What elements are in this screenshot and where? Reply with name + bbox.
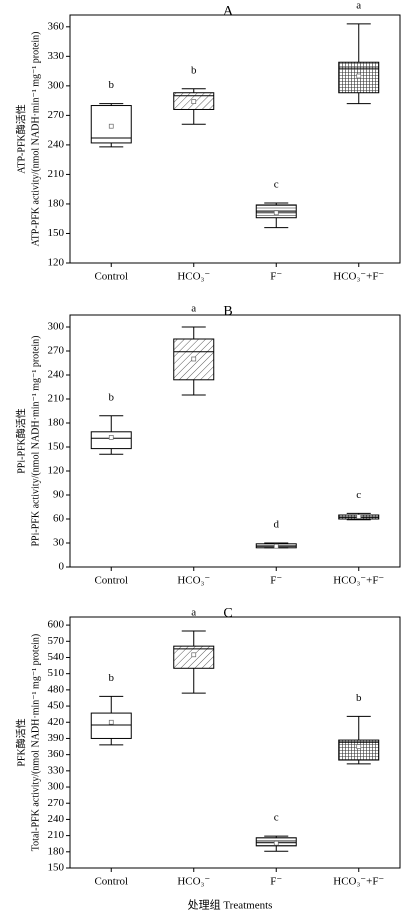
significance-letter: d [274,519,280,531]
y-tick-label: 60 [53,513,65,525]
y-tick-label: 180 [48,197,65,209]
y-tick-label: 270 [48,797,65,809]
y-tick-label: 480 [48,683,65,695]
y-tick-label: 240 [48,813,65,825]
mean [108,719,114,725]
significance-letter: b [109,672,115,684]
x-tick-label: HCO₃⁻ [177,575,210,587]
y-tick-label: 270 [48,345,65,357]
box [90,431,132,450]
y-tick-label: 360 [48,20,65,32]
significance-letter: b [109,79,115,91]
mean [273,840,279,846]
significance-letter: b [191,64,197,76]
plot-frame [69,314,401,568]
x-axis-label: 处理组 Treatments [188,898,273,912]
mean [356,514,362,519]
x-tick-label: HCO₃⁻+F⁻ [333,575,384,587]
panel-title: A [223,4,234,19]
significance-letter: a [356,0,361,11]
significance-letter: b [356,692,362,704]
y-axis-label: Total-PFK activity/(nmol NADH·min⁻¹ mg⁻¹… [30,634,41,852]
y-axis-label: PPi-PFK activity/(nmol NADH·min⁻¹ mg⁻¹ p… [30,336,41,547]
x-tick-label: Control [94,575,128,587]
mean [191,356,197,362]
panel-title: C [223,606,232,621]
y-axis-label: PPi-PFK酶活性 [14,408,27,474]
mean [273,210,279,216]
y-tick-label: 300 [48,321,65,333]
y-tick-label: 540 [48,651,65,663]
y-tick-label: 150 [48,441,65,453]
mean [273,543,279,549]
x-tick-label: HCO₃⁻ [177,271,210,283]
x-tick-label: F⁻ [270,271,282,283]
x-tick-label: HCO₃⁻ [177,876,210,888]
y-tick-label: 270 [48,109,65,121]
y-tick-label: 150 [48,227,65,239]
y-axis-label: ATP-PFK酶活性 [14,104,27,173]
y-tick-label: 510 [48,667,65,679]
significance-letter: c [356,489,361,501]
mean [356,744,362,749]
y-tick-label: 240 [48,369,65,381]
mean [191,99,197,104]
y-tick-label: 300 [48,781,65,793]
box [338,739,380,761]
mean [108,123,114,129]
y-tick-label: 420 [48,716,65,728]
mean [356,73,362,79]
mean [191,652,197,658]
y-tick-label: 0 [59,561,65,573]
plot-frame [69,616,401,869]
y-tick-label: 330 [48,50,65,62]
y-tick-label: 180 [48,417,65,429]
significance-letter: a [191,303,196,315]
box [90,712,132,739]
significance-letter: c [274,178,279,190]
x-tick-label: HCO₃⁻+F⁻ [333,271,384,283]
significance-letter: b [109,391,115,403]
panel-title: B [223,304,232,319]
x-tick-label: Control [94,876,128,888]
y-tick-label: 450 [48,700,65,712]
y-tick-label: 210 [48,393,65,405]
y-tick-label: 30 [53,537,65,549]
y-tick-label: 210 [48,829,65,841]
y-axis-label: ATP-PFK activity/(nmol NADH·min⁻¹ mg⁻¹ p… [30,32,41,247]
y-tick-label: 120 [48,465,65,477]
significance-letter: a [191,607,196,619]
y-tick-label: 90 [53,489,65,501]
x-tick-label: F⁻ [270,876,282,888]
y-tick-label: 570 [48,635,65,647]
box [173,645,215,669]
y-tick-label: 600 [48,619,65,631]
x-tick-label: F⁻ [270,575,282,587]
y-tick-label: 210 [48,168,65,180]
y-tick-label: 330 [48,764,65,776]
x-tick-label: Control [94,271,128,283]
y-tick-label: 360 [48,748,65,760]
mean [108,435,114,440]
y-tick-label: 120 [48,257,65,269]
significance-letter: c [274,812,279,824]
y-tick-label: 150 [48,862,65,874]
x-tick-label: HCO₃⁻+F⁻ [333,876,384,888]
y-tick-label: 180 [48,845,65,857]
y-tick-label: 300 [48,79,65,91]
y-tick-label: 390 [48,732,65,744]
plot-frame [69,14,401,264]
y-tick-label: 240 [48,138,65,150]
y-axis-label: PFK酶活性 [14,718,27,766]
